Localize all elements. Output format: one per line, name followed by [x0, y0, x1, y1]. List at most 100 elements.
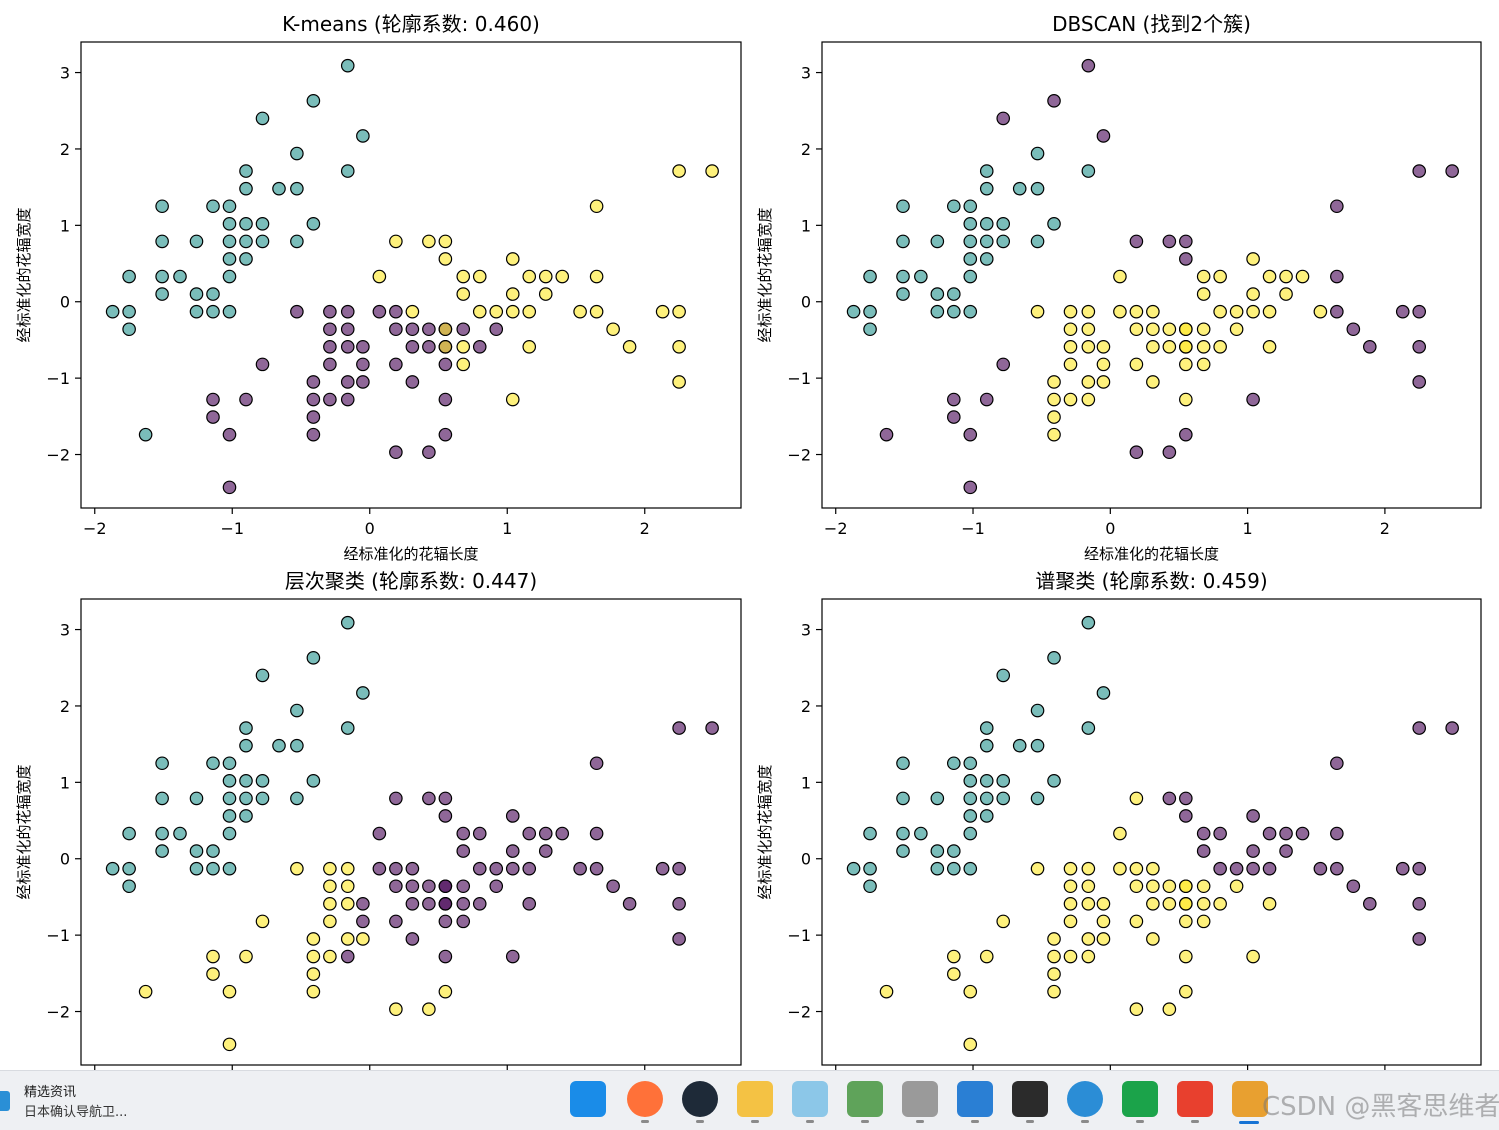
- y-tick-label: −2: [46, 1003, 70, 1022]
- data-point: [122, 879, 136, 894]
- y-tick-label: −2: [787, 1003, 811, 1022]
- data-point: [422, 791, 436, 806]
- data-point: [356, 340, 370, 354]
- data-point: [1047, 392, 1061, 407]
- data-point: [489, 879, 504, 894]
- data-point: [896, 826, 910, 841]
- data-point: [963, 480, 978, 495]
- data-point: [356, 897, 370, 911]
- data-point: [1362, 340, 1377, 354]
- data-point: [306, 984, 321, 999]
- data-point: [1113, 269, 1127, 284]
- data-point: [996, 357, 1011, 372]
- data-point: [306, 94, 321, 108]
- y-tick-label: 3: [60, 64, 70, 83]
- folder-icon[interactable]: [737, 1081, 773, 1117]
- news-widget[interactable]: 精选资讯 日本确认导航卫...: [0, 1081, 200, 1121]
- data-point: [505, 844, 520, 858]
- data-point: [930, 844, 945, 858]
- data-point: [1113, 861, 1127, 876]
- data-point: [438, 791, 453, 806]
- data-point: [863, 826, 877, 841]
- y-tick-label: 1: [801, 216, 811, 235]
- data-point: [290, 181, 304, 196]
- data-point: [306, 932, 321, 946]
- data-point: [946, 392, 961, 407]
- data-point: [963, 304, 978, 319]
- data-point: [1330, 269, 1344, 284]
- data-point: [456, 287, 471, 301]
- data-point: [222, 480, 237, 495]
- data-point: [996, 668, 1011, 683]
- data-point: [1179, 252, 1193, 266]
- data-point: [389, 861, 403, 876]
- data-point: [206, 844, 220, 858]
- y-tick-label: −1: [787, 369, 811, 388]
- avatar-icon[interactable]: [792, 1081, 828, 1117]
- data-point: [1313, 304, 1328, 319]
- data-point: [522, 826, 537, 841]
- y-tick-label: 2: [801, 697, 811, 716]
- data-point: [1262, 269, 1277, 284]
- terminal-icon[interactable]: [1012, 1081, 1048, 1117]
- data-point: [372, 269, 387, 284]
- axes-frame: [821, 41, 1482, 509]
- editor-icon[interactable]: [847, 1081, 883, 1117]
- data-point: [340, 392, 355, 407]
- data-point: [555, 269, 570, 284]
- data-point: [963, 234, 978, 249]
- data-point: [356, 914, 370, 929]
- data-point: [930, 234, 945, 249]
- game-icon[interactable]: [1122, 1081, 1158, 1117]
- running-indicator: [641, 1120, 649, 1123]
- data-point: [438, 949, 453, 964]
- watermark: CSDN @黑客思维者: [1262, 1092, 1499, 1122]
- data-point: [979, 181, 994, 196]
- scatter-points: [846, 615, 1459, 1052]
- start-icon[interactable]: [570, 1081, 606, 1117]
- data-point: [189, 861, 204, 876]
- data-point: [222, 984, 237, 999]
- data-point: [914, 269, 928, 284]
- data-point: [1295, 269, 1310, 284]
- data-point: [456, 914, 471, 929]
- data-point: [173, 269, 187, 284]
- app-icon[interactable]: [682, 1081, 718, 1117]
- data-point: [206, 949, 220, 964]
- x-tick-label: 2: [640, 519, 650, 538]
- data-point: [979, 809, 994, 823]
- data-point: [239, 181, 253, 196]
- data-point: [1162, 791, 1177, 806]
- scatter-points: [105, 58, 719, 495]
- edge-icon[interactable]: [1067, 1081, 1103, 1117]
- data-point: [1246, 861, 1260, 876]
- data-point: [340, 58, 355, 73]
- data-point: [1146, 304, 1160, 319]
- microphone-icon[interactable]: [902, 1081, 938, 1117]
- photos-icon[interactable]: [957, 1081, 993, 1117]
- data-point: [1196, 914, 1211, 929]
- axes-frame: [80, 598, 742, 1066]
- x-tick-label: 1: [1243, 519, 1253, 538]
- data-point: [1412, 164, 1427, 178]
- data-point: [1179, 914, 1193, 929]
- data-point: [1081, 949, 1096, 964]
- data-point: [946, 967, 961, 981]
- data-point: [930, 304, 945, 319]
- chart-title: DBSCAN (找到2个簇): [1052, 12, 1251, 36]
- wheel-icon[interactable]: [1232, 1081, 1268, 1117]
- data-point: [1162, 879, 1177, 894]
- data-point: [372, 861, 387, 876]
- data-point: [979, 164, 994, 178]
- data-point: [323, 357, 337, 372]
- data-point: [389, 357, 403, 372]
- data-point: [122, 322, 136, 337]
- pdf-icon[interactable]: [1177, 1081, 1213, 1117]
- data-point: [239, 791, 253, 806]
- firefox-icon[interactable]: [627, 1081, 663, 1117]
- data-point: [672, 164, 686, 178]
- data-point: [1330, 756, 1344, 771]
- subplot-2: DBSCAN (找到2个簇) −2 −1 0 1 2 −2 −1 0 1 2 3 经标准化的花辐长度 经标…: [756, 12, 1482, 563]
- data-point: [340, 375, 355, 389]
- data-point: [438, 340, 453, 354]
